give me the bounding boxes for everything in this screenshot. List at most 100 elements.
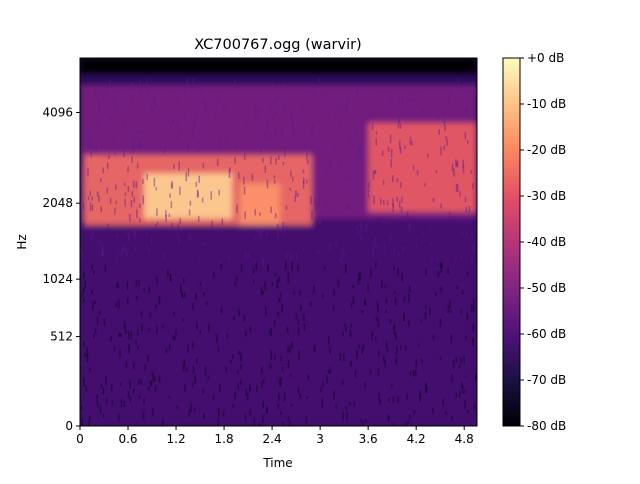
spectrogram-speckle bbox=[371, 247, 374, 253]
spectrogram-speckle bbox=[94, 300, 96, 305]
spectrogram-speckle bbox=[319, 221, 321, 225]
spectrogram-speckle bbox=[376, 300, 379, 308]
spectrogram-speckle bbox=[236, 116, 239, 120]
spectrogram-speckle bbox=[94, 90, 97, 100]
spectrogram-speckle bbox=[93, 334, 95, 339]
spectrogram-speckle bbox=[193, 134, 196, 138]
spectrogram-speckle bbox=[375, 316, 378, 322]
spectrogram-speckle bbox=[286, 252, 288, 260]
spectrogram-speckle bbox=[103, 93, 105, 100]
spectrogram-speckle bbox=[362, 421, 364, 426]
spectrogram-speckle bbox=[462, 159, 464, 169]
spectrogram-speckle bbox=[86, 346, 88, 353]
spectrogram-speckle bbox=[360, 233, 362, 242]
spectrogram-speckle bbox=[89, 367, 91, 373]
spectrogram-speckle bbox=[142, 178, 144, 184]
spectrogram-speckle bbox=[284, 147, 286, 157]
spectrogram-speckle bbox=[90, 151, 93, 157]
spectrogram-speckle bbox=[115, 258, 118, 264]
spectrogram-speckle bbox=[290, 110, 292, 119]
spectrogram-speckle bbox=[298, 350, 300, 360]
spectrogram-speckle bbox=[265, 306, 267, 316]
spectrogram-speckle bbox=[124, 198, 126, 207]
spectrogram-speckle bbox=[185, 172, 187, 182]
spectrogram-speckle bbox=[326, 375, 328, 384]
y-tick-label: 1024 bbox=[42, 272, 73, 286]
spectrogram-speckle bbox=[137, 129, 139, 135]
spectrogram-speckle bbox=[274, 273, 277, 277]
spectrogram-speckle bbox=[134, 230, 136, 238]
spectrogram-speckle bbox=[229, 167, 231, 173]
spectrogram-speckle bbox=[96, 402, 99, 408]
spectrogram-speckle bbox=[277, 403, 280, 411]
spectrogram-speckle bbox=[104, 264, 107, 272]
spectrogram-speckle bbox=[124, 325, 127, 335]
spectrogram-speckle bbox=[187, 143, 189, 153]
spectrogram-speckle bbox=[96, 191, 99, 197]
spectrogram-speckle bbox=[279, 378, 281, 387]
spectrogram-speckle bbox=[325, 93, 328, 99]
spectrogram-speckle bbox=[262, 257, 265, 267]
spectrogram-speckle bbox=[111, 383, 113, 391]
spectrogram-speckle bbox=[456, 160, 459, 168]
spectrogram-speckle bbox=[313, 101, 316, 107]
spectrogram-speckle bbox=[451, 415, 453, 421]
spectrogram-speckle bbox=[201, 197, 204, 203]
spectrogram-speckle bbox=[277, 232, 279, 239]
spectrogram-speckle bbox=[262, 401, 265, 408]
spectrogram-speckle bbox=[405, 344, 407, 351]
spectrogram-speckle bbox=[439, 261, 442, 268]
spectrogram-speckle bbox=[371, 122, 374, 131]
spectrogram-speckle bbox=[234, 281, 236, 286]
spectrogram-speckle bbox=[87, 196, 90, 201]
spectrogram-speckle bbox=[234, 391, 236, 399]
spectrogram-speckle bbox=[155, 325, 158, 334]
spectrogram-speckle bbox=[101, 244, 104, 252]
spectrogram-speckle bbox=[282, 82, 284, 88]
spectrogram-speckle bbox=[381, 150, 384, 156]
spectrogram-speckle bbox=[110, 116, 112, 121]
spectrogram-speckle bbox=[155, 187, 157, 191]
spectrogram-speckle bbox=[318, 78, 320, 83]
spectrogram-speckle bbox=[327, 166, 329, 173]
spectrogram-speckle bbox=[279, 292, 282, 298]
spectrogram-speckle bbox=[128, 347, 130, 354]
spectrogram-speckle bbox=[225, 366, 227, 373]
spectrogram-speckle bbox=[406, 394, 408, 400]
x-tick-label: 3.6 bbox=[359, 432, 378, 446]
spectrogram-speckle bbox=[344, 264, 347, 274]
spectrogram-speckle bbox=[262, 158, 264, 163]
spectrogram-speckle bbox=[220, 263, 222, 270]
spectrogram-speckle bbox=[150, 237, 153, 245]
spectrogram-speckle bbox=[102, 167, 105, 174]
spectrogram-speckle bbox=[192, 366, 195, 374]
spectrogram-speckle bbox=[81, 253, 84, 259]
spectrogram-speckle bbox=[218, 384, 221, 392]
spectrogram-speckle bbox=[377, 350, 380, 357]
spectrogram-speckle bbox=[272, 114, 274, 121]
spectrogram-speckle bbox=[135, 181, 138, 189]
spectrogram-speckle bbox=[297, 387, 300, 394]
spectrogram-speckle bbox=[86, 354, 89, 363]
spectrogram-speckle bbox=[289, 425, 291, 426]
spectrogram-speckle bbox=[274, 128, 276, 136]
spectrogram-speckle bbox=[168, 343, 171, 350]
spectrogram-speckle bbox=[397, 124, 400, 129]
spectrogram-speckle bbox=[132, 147, 134, 154]
spectrogram-speckle bbox=[375, 261, 377, 268]
spectrogram-speckle bbox=[172, 119, 174, 125]
colorbar-tick-label: -60 dB bbox=[527, 327, 566, 341]
spectrogram-speckle bbox=[374, 236, 376, 244]
spectrogram-speckle bbox=[106, 187, 109, 194]
spectrogram-speckle bbox=[297, 119, 300, 124]
spectrogram-speckle bbox=[403, 313, 406, 322]
spectrogram-speckle bbox=[80, 187, 82, 195]
spectrogram-speckle bbox=[385, 309, 387, 313]
spectrogram-speckle bbox=[393, 247, 395, 257]
spectrogram-speckle bbox=[179, 129, 181, 136]
spectrogram-speckle bbox=[440, 286, 442, 292]
spectrogram-speckle bbox=[387, 414, 390, 422]
spectrogram-speckle bbox=[377, 368, 380, 377]
spectrogram-speckle bbox=[464, 197, 467, 203]
spectrogram-speckle bbox=[474, 88, 477, 97]
